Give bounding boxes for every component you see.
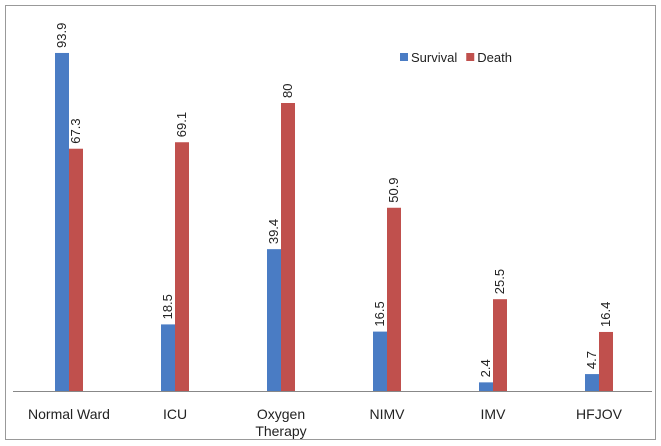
bar	[479, 382, 493, 391]
value-label: 4.7	[584, 351, 599, 369]
value-label: 67.3	[68, 118, 83, 143]
bar	[281, 103, 295, 391]
value-label: 69.1	[174, 112, 189, 137]
legend-label: Death	[477, 50, 512, 65]
bar	[55, 52, 69, 392]
bar	[599, 331, 613, 391]
x-tick-label: Normal Ward	[28, 406, 110, 422]
value-label: 80	[280, 84, 295, 98]
legend-label: Survival	[411, 50, 457, 65]
value-label: 39.4	[266, 219, 281, 244]
x-tick-label: HFJOV	[576, 406, 622, 422]
x-tick-label: IMV	[480, 406, 506, 422]
bar	[585, 374, 599, 391]
frame	[5, 5, 656, 440]
bar	[493, 299, 507, 391]
value-label: 2.4	[478, 359, 493, 377]
legend-swatch	[466, 53, 475, 61]
value-label: 25.5	[492, 269, 507, 294]
bar	[373, 331, 387, 391]
value-label: 16.5	[372, 301, 387, 326]
x-tick-label: NIMV	[369, 406, 405, 422]
bar	[69, 148, 83, 391]
x-tick-label: ICU	[162, 406, 188, 422]
bar	[175, 142, 189, 391]
value-label: 16.4	[598, 302, 613, 327]
legend-swatch	[400, 53, 408, 61]
bar	[161, 324, 175, 391]
value-label: 50.9	[386, 177, 401, 202]
bar	[267, 249, 281, 391]
bar	[387, 207, 401, 391]
x-tick-label: Oxygen Therapy	[255, 406, 307, 439]
value-label: 18.5	[160, 294, 175, 319]
value-label: 93.9	[54, 23, 69, 48]
